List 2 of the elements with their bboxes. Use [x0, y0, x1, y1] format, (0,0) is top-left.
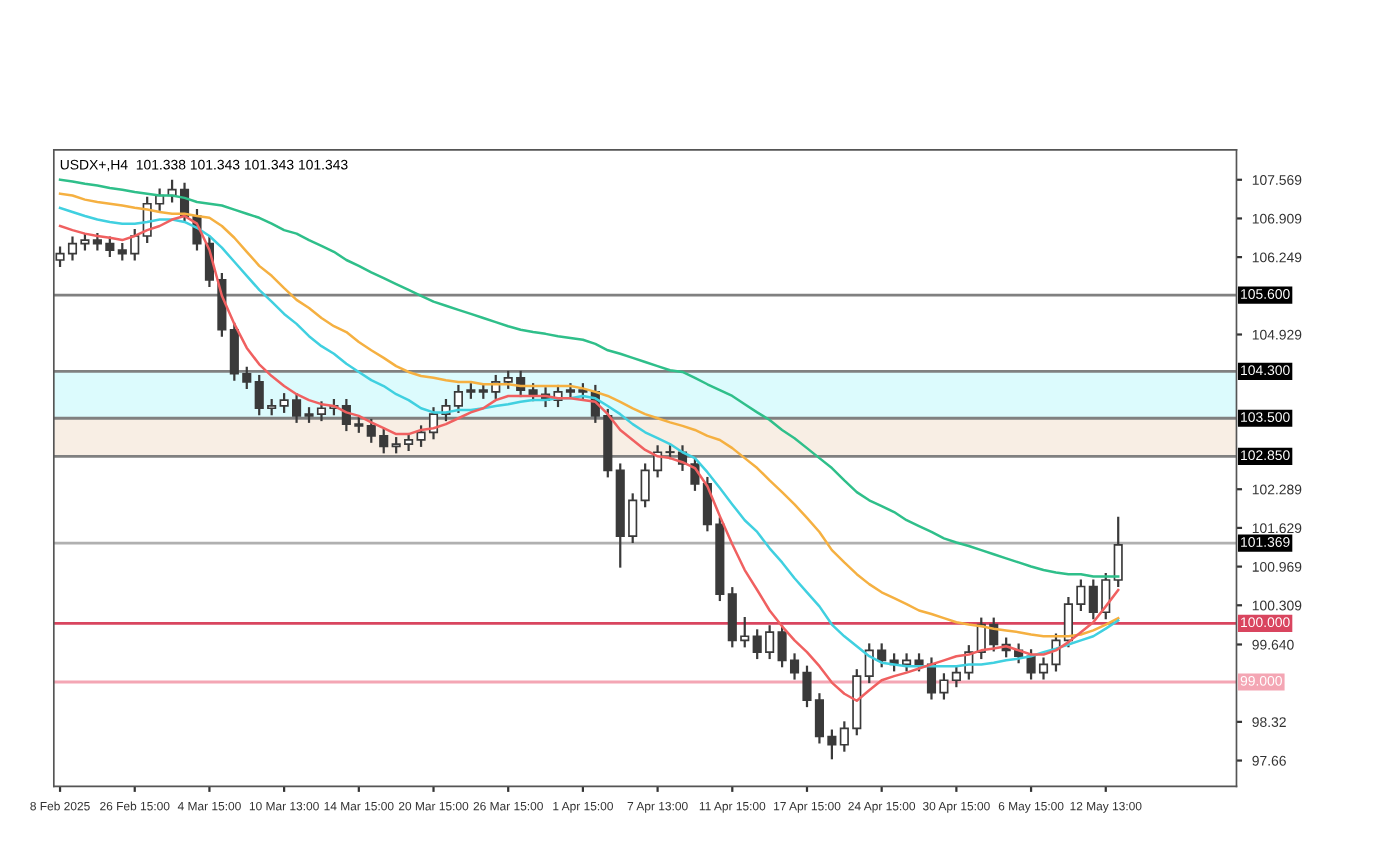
line-series	[58, 178, 1120, 578]
candlestick	[1113, 516, 1123, 587]
